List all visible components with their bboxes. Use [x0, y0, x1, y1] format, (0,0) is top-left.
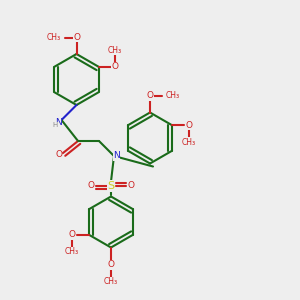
Text: O: O	[107, 260, 115, 269]
Text: CH₃: CH₃	[104, 278, 118, 286]
Text: N: N	[113, 152, 120, 160]
Text: O: O	[146, 92, 154, 100]
Text: O: O	[185, 121, 192, 130]
Text: CH₃: CH₃	[108, 46, 122, 55]
Text: S: S	[107, 181, 115, 191]
Text: CH₃: CH₃	[47, 33, 61, 42]
Text: O: O	[88, 182, 95, 190]
Text: O: O	[68, 230, 75, 239]
Text: H: H	[52, 122, 57, 128]
Text: O: O	[127, 182, 134, 190]
Text: O: O	[55, 150, 62, 159]
Text: O: O	[73, 33, 80, 42]
Text: N: N	[55, 118, 62, 127]
Text: O: O	[112, 62, 118, 71]
Text: CH₃: CH₃	[182, 138, 196, 147]
Text: CH₃: CH₃	[65, 247, 79, 256]
Text: CH₃: CH₃	[165, 92, 180, 100]
